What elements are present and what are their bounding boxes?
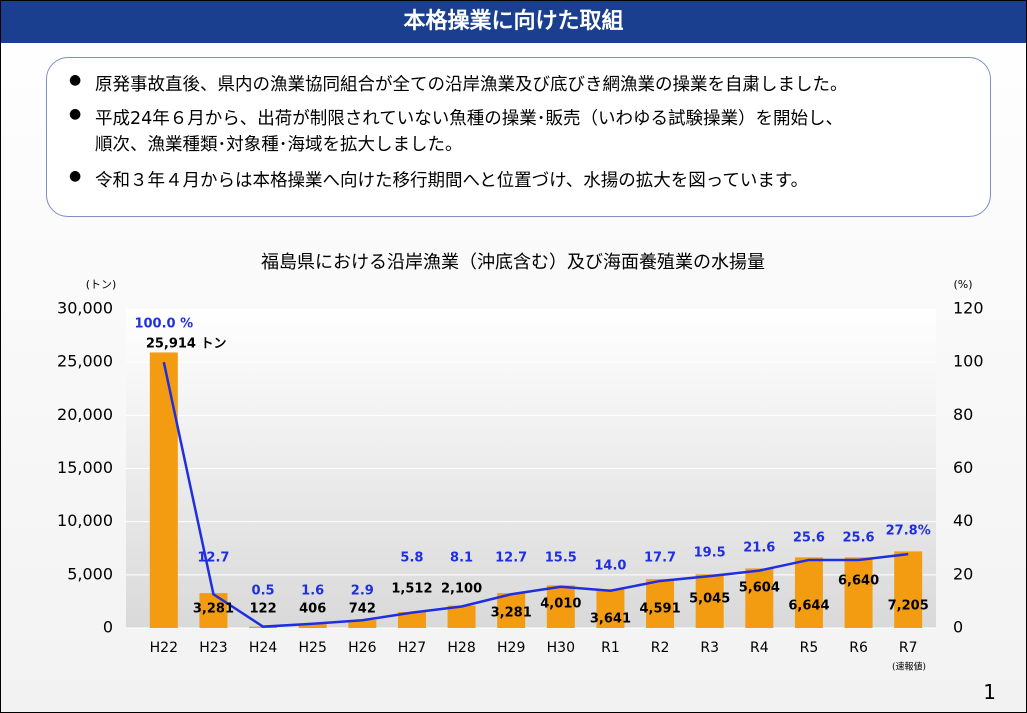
bar xyxy=(546,585,575,628)
bar xyxy=(596,589,625,628)
bar-value-label: 4,010 xyxy=(540,597,581,612)
bullet: 平成24年６月から、出荷が制限されていない魚種の操業･販売（いわゆる試験操業）を… xyxy=(69,106,843,158)
y2-tick-label: 0 xyxy=(953,618,963,637)
bar-value-label: 6,640 xyxy=(838,574,879,589)
bar xyxy=(298,623,327,628)
bullet-text: 順次、漁業種類･対象種･海域を拡大しました。 xyxy=(95,135,463,155)
bar xyxy=(844,557,873,628)
y2-tick-label: 100 xyxy=(953,352,984,371)
y-tick-label: 15,000 xyxy=(57,458,113,477)
header-title: 本格操業に向けた取組 xyxy=(1,1,1026,43)
line-value-label: 1.6 xyxy=(301,584,324,599)
x-tick-label: H26 xyxy=(348,640,376,656)
bar-value-label: 6,644 xyxy=(788,599,829,614)
x-tick-label: H22 xyxy=(150,640,178,656)
bullet-box: 原発事故直後、県内の漁業協同組合が全ての沿岸漁業及び底びき網漁業の操業を自粛しま… xyxy=(46,57,991,217)
bar-value-label: 2,100 xyxy=(441,582,482,597)
line-value-label: 5.8 xyxy=(400,551,423,566)
y2-tick-label: 80 xyxy=(953,405,973,424)
bar-value-label: 406 xyxy=(299,602,326,617)
line-value-label: 14.0 xyxy=(594,559,626,574)
bullet-text: 令和３年４月からは本格操業へ向けた移行期間へと位置づけ、水揚の拡大を図っています… xyxy=(95,171,809,191)
bar-value-label: 7,205 xyxy=(888,599,929,614)
line-value-label: 21.6 xyxy=(743,541,775,556)
category-note: (速報値) xyxy=(892,661,926,673)
bar xyxy=(397,611,426,628)
x-tick-label: H30 xyxy=(547,640,575,656)
line-value-label: 12.7 xyxy=(197,551,229,566)
bullet: 令和３年４月からは本格操業へ向けた移行期間へと位置づけ、水揚の拡大を図っています… xyxy=(69,168,808,194)
bar-value-label: 4,591 xyxy=(640,602,681,617)
x-tick-label: R2 xyxy=(651,640,670,656)
line-value-label: 12.7 xyxy=(495,551,527,566)
bullet: 原発事故直後、県内の漁業協同組合が全ての沿岸漁業及び底びき網漁業の操業を自粛しま… xyxy=(69,72,848,98)
line-value-label: 27.8% xyxy=(886,524,931,539)
bar-value-label: 742 xyxy=(349,602,376,617)
bar xyxy=(348,620,377,628)
bar-value-label: 5,045 xyxy=(689,592,730,607)
bar-value-label: 122 xyxy=(249,602,276,617)
x-tick-label: R6 xyxy=(849,640,868,656)
line-value-label: 100.0 % xyxy=(134,317,193,332)
x-tick-label: H25 xyxy=(299,640,327,656)
line-value-label: 17.7 xyxy=(644,551,676,566)
y-tick-label: 10,000 xyxy=(57,511,113,530)
y2-tick-label: 60 xyxy=(953,458,973,477)
bar-value-label: 1,512 xyxy=(391,582,432,597)
bar xyxy=(149,352,178,628)
x-tick-label: H28 xyxy=(447,640,475,656)
bullet-text: 平成24年６月から、出荷が制限されていない魚種の操業･販売（いわゆる試験操業）を… xyxy=(95,109,843,129)
y-tick-label: 30,000 xyxy=(57,299,113,318)
line-value-label: 15.5 xyxy=(545,551,577,566)
x-tick-label: H23 xyxy=(199,640,227,656)
bar xyxy=(497,593,526,628)
line xyxy=(162,361,909,628)
y-tick-label: 25,000 xyxy=(57,352,113,371)
line-value-label: 8.1 xyxy=(450,551,473,566)
bar xyxy=(794,557,823,628)
x-tick-label: H29 xyxy=(497,640,525,656)
chart-title: 福島県における沿岸漁業（沖底含む）及び海面養殖業の水揚量 xyxy=(261,251,765,273)
y-tick-label: 5,000 xyxy=(67,564,113,583)
bar xyxy=(447,605,476,628)
bar xyxy=(894,551,923,628)
line-value-label: 2.9 xyxy=(351,584,374,599)
bar-value-label: 5,604 xyxy=(739,581,780,596)
y-axis-label: (トン) xyxy=(86,278,117,291)
x-tick-label: R4 xyxy=(750,640,769,656)
bar xyxy=(745,568,774,628)
x-tick-label: H24 xyxy=(249,640,277,656)
x-tick-label: H27 xyxy=(398,640,426,656)
bar-value-label: 3,641 xyxy=(590,612,631,627)
y2-tick-label: 120 xyxy=(953,299,984,318)
x-tick-label: R1 xyxy=(601,640,620,656)
bar xyxy=(695,574,724,628)
y-tick-label: 20,000 xyxy=(57,405,113,424)
bar xyxy=(646,579,675,628)
x-tick-label: R5 xyxy=(800,640,819,656)
x-tick-label: R3 xyxy=(700,640,719,656)
bar-value-label: 25,914 トン xyxy=(146,337,227,352)
bullet-text: 原発事故直後、県内の漁業協同組合が全ての沿岸漁業及び底びき網漁業の操業を自粛しま… xyxy=(95,75,848,95)
x-tick-label: R7 xyxy=(899,640,918,656)
bar-value-label: 3,281 xyxy=(193,602,234,617)
line-value-label: 25.6 xyxy=(793,531,825,546)
line-value-label: 0.5 xyxy=(252,584,275,599)
page-number: 1 xyxy=(983,680,996,704)
line-value-label: 25.6 xyxy=(843,531,875,546)
line-value-label: 19.5 xyxy=(694,546,726,561)
bar-value-label: 3,281 xyxy=(491,606,532,621)
y2-tick-label: 20 xyxy=(953,564,973,583)
y2-axis-label: (%) xyxy=(953,278,972,291)
y-tick-label: 0 xyxy=(103,618,113,637)
y2-tick-label: 40 xyxy=(953,511,973,530)
